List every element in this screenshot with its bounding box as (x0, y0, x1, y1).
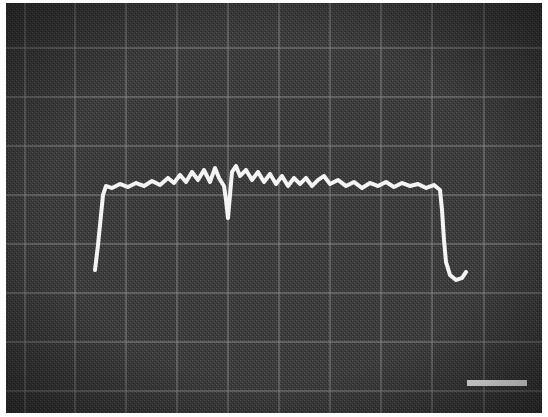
page: (() => { const data = JSON.parse(documen… (0, 0, 548, 417)
vignette (6, 3, 542, 413)
oscilloscope-photo (0, 0, 548, 417)
